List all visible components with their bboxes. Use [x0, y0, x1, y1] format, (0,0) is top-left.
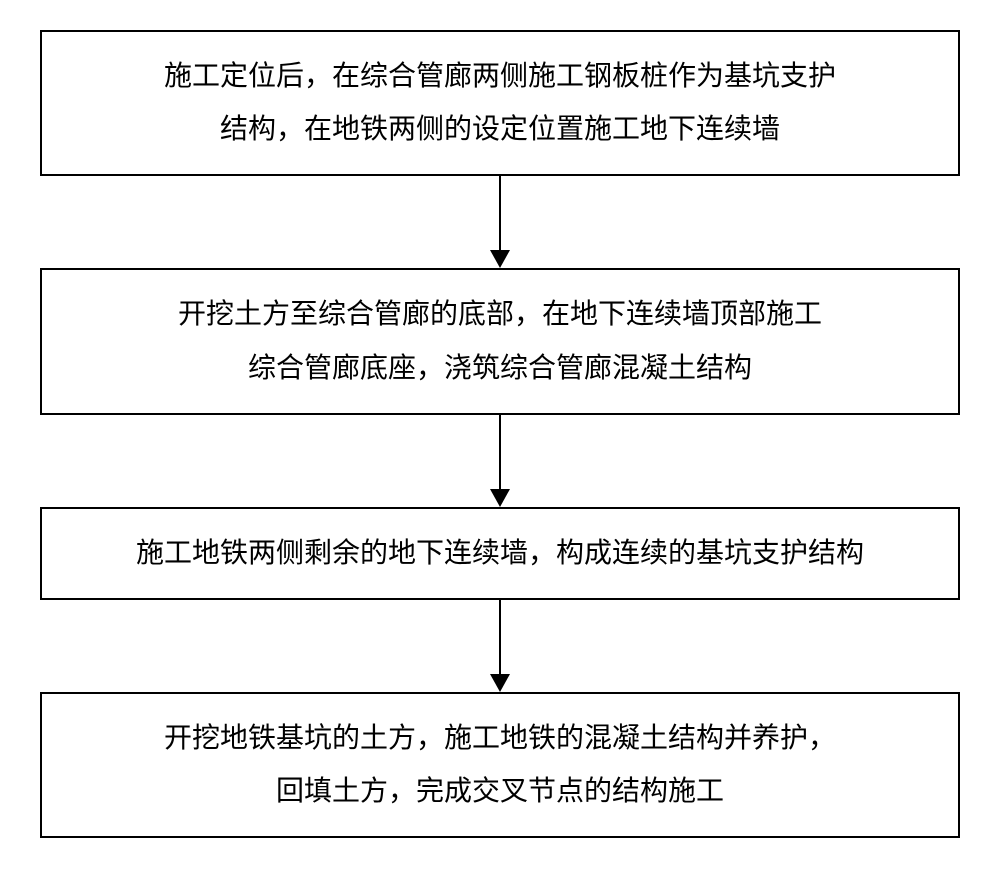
node-text-line: 结构，在地铁两侧的设定位置施工地下连续墙	[220, 103, 780, 156]
flow-node-step4: 开挖地铁基坑的土方，施工地铁的混凝土结构并养护， 回填土方，完成交叉节点的结构施…	[40, 692, 960, 838]
arrow-head-icon	[490, 489, 510, 507]
arrow-line	[499, 600, 501, 674]
node-text-line: 综合管廊底座，浇筑综合管廊混凝土结构	[248, 342, 752, 395]
arrow-head-icon	[490, 250, 510, 268]
node-text-line: 施工地铁两侧剩余的地下连续墙，构成连续的基坑支护结构	[136, 527, 864, 580]
arrow-line	[499, 176, 501, 250]
node-text-line: 施工定位后，在综合管廊两侧施工钢板桩作为基坑支护	[164, 50, 836, 103]
flow-arrow	[490, 600, 510, 692]
flow-arrow	[490, 415, 510, 507]
flowchart-container: 施工定位后，在综合管廊两侧施工钢板桩作为基坑支护 结构，在地铁两侧的设定位置施工…	[40, 30, 960, 838]
node-text-line: 开挖地铁基坑的土方，施工地铁的混凝土结构并养护，	[164, 712, 836, 765]
flow-node-step1: 施工定位后，在综合管廊两侧施工钢板桩作为基坑支护 结构，在地铁两侧的设定位置施工…	[40, 30, 960, 176]
node-text-line: 开挖土方至综合管廊的底部，在地下连续墙顶部施工	[178, 288, 822, 341]
flow-node-step2: 开挖土方至综合管廊的底部，在地下连续墙顶部施工 综合管廊底座，浇筑综合管廊混凝土…	[40, 268, 960, 414]
arrow-head-icon	[490, 674, 510, 692]
flow-arrow	[490, 176, 510, 268]
arrow-line	[499, 415, 501, 489]
node-text-line: 回填土方，完成交叉节点的结构施工	[276, 765, 724, 818]
flow-node-step3: 施工地铁两侧剩余的地下连续墙，构成连续的基坑支护结构	[40, 507, 960, 600]
